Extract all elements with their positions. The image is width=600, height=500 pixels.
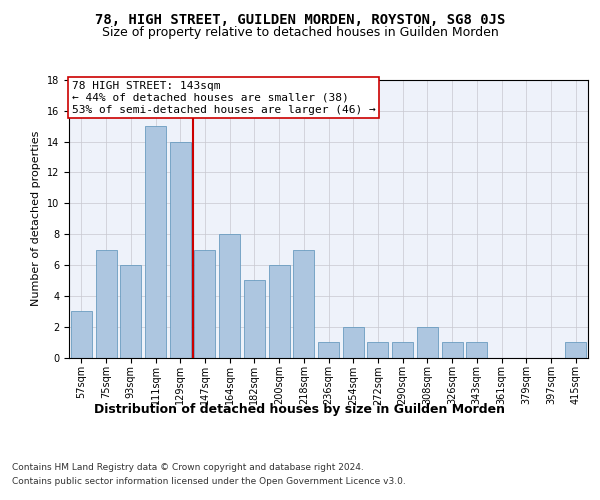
Bar bbox=[269, 265, 290, 358]
Text: 78 HIGH STREET: 143sqm
← 44% of detached houses are smaller (38)
53% of semi-det: 78 HIGH STREET: 143sqm ← 44% of detached… bbox=[71, 82, 376, 114]
Bar bbox=[120, 265, 141, 358]
Bar bbox=[145, 126, 166, 358]
Bar bbox=[442, 342, 463, 357]
Text: Distribution of detached houses by size in Guilden Morden: Distribution of detached houses by size … bbox=[95, 402, 505, 415]
Text: Contains HM Land Registry data © Crown copyright and database right 2024.: Contains HM Land Registry data © Crown c… bbox=[12, 462, 364, 471]
Bar bbox=[293, 250, 314, 358]
Bar bbox=[343, 326, 364, 358]
Bar bbox=[417, 326, 438, 358]
Bar bbox=[565, 342, 586, 357]
Text: Size of property relative to detached houses in Guilden Morden: Size of property relative to detached ho… bbox=[101, 26, 499, 39]
Bar bbox=[466, 342, 487, 357]
Bar bbox=[392, 342, 413, 357]
Text: 78, HIGH STREET, GUILDEN MORDEN, ROYSTON, SG8 0JS: 78, HIGH STREET, GUILDEN MORDEN, ROYSTON… bbox=[95, 12, 505, 26]
Bar bbox=[194, 250, 215, 358]
Text: Contains public sector information licensed under the Open Government Licence v3: Contains public sector information licen… bbox=[12, 478, 406, 486]
Y-axis label: Number of detached properties: Number of detached properties bbox=[31, 131, 41, 306]
Bar bbox=[244, 280, 265, 357]
Bar bbox=[367, 342, 388, 357]
Bar bbox=[170, 142, 191, 358]
Bar bbox=[95, 250, 116, 358]
Bar bbox=[318, 342, 339, 357]
Bar bbox=[71, 311, 92, 358]
Bar bbox=[219, 234, 240, 358]
